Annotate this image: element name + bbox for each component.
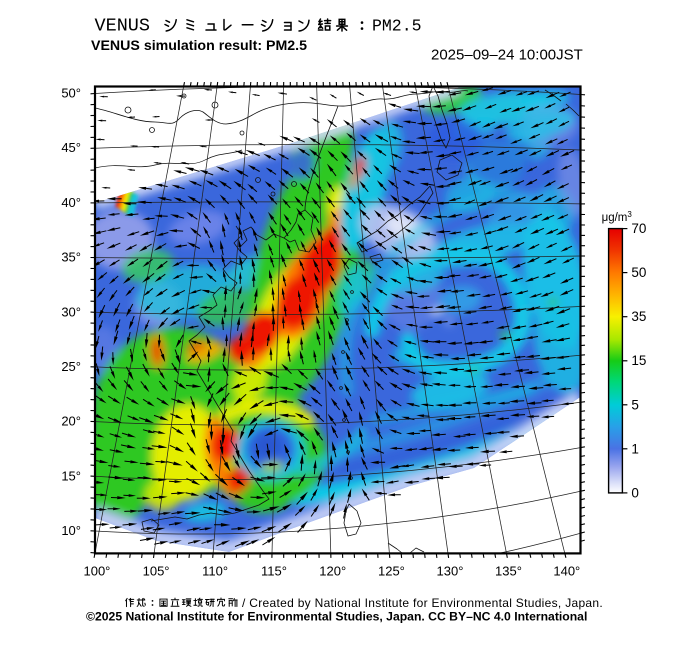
svg-text:120°: 120°	[319, 563, 346, 578]
svg-text:125°: 125°	[378, 563, 405, 578]
svg-text:PM2.5: PM2.5	[372, 17, 422, 36]
svg-text:2025–09–24 10:00JST: 2025–09–24 10:00JST	[431, 47, 583, 64]
svg-text:20°: 20°	[61, 414, 81, 429]
svg-text:25°: 25°	[61, 359, 81, 374]
svg-text:15°: 15°	[61, 468, 81, 483]
svg-text:15: 15	[631, 353, 646, 368]
svg-text:μg/m3: μg/m3	[602, 210, 633, 224]
svg-text:70: 70	[631, 221, 646, 236]
svg-text:©2025 National Institute for E: ©2025 National Institute for Environment…	[86, 610, 587, 624]
svg-text:45°: 45°	[61, 140, 81, 155]
svg-text:50: 50	[631, 265, 646, 280]
svg-text:115°: 115°	[261, 563, 287, 578]
svg-text:/ Created by National Institut: / Created by National Institute for Envi…	[242, 596, 603, 610]
svg-text:105°: 105°	[143, 563, 170, 578]
svg-text:VENUS simulation result: PM2.5: VENUS simulation result: PM2.5	[91, 38, 307, 54]
svg-text:100°: 100°	[83, 563, 110, 578]
svg-text:30°: 30°	[61, 304, 81, 319]
svg-text:40°: 40°	[61, 195, 81, 210]
svg-text:0: 0	[631, 485, 639, 500]
svg-text:35°: 35°	[61, 250, 81, 265]
svg-text:50°: 50°	[61, 86, 81, 101]
svg-text:140°: 140°	[553, 563, 580, 578]
svg-text:130°: 130°	[437, 563, 464, 578]
svg-text:35: 35	[631, 309, 646, 324]
svg-text:5: 5	[631, 397, 639, 412]
svg-text:135°: 135°	[495, 563, 522, 578]
svg-text:10°: 10°	[61, 523, 81, 538]
svg-text:VENUS: VENUS	[95, 16, 151, 37]
svg-text:1: 1	[631, 441, 639, 456]
svg-text:110°: 110°	[202, 563, 228, 578]
